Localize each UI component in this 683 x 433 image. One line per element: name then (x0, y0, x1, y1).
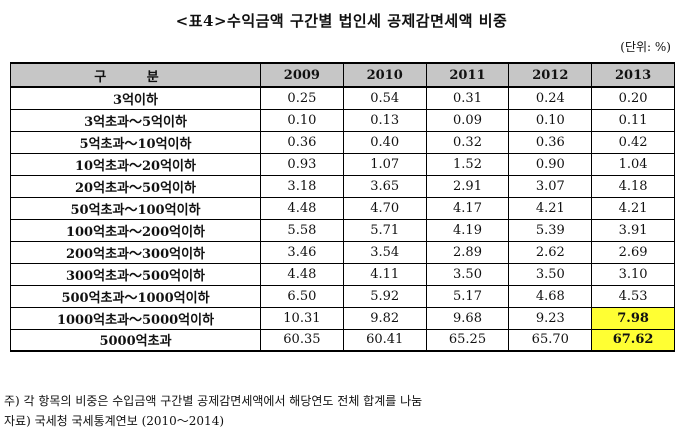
unit-label: (단위: %) (620, 40, 671, 54)
table-row: 20억초과～50억이하 3.18 3.65 2.91 3.07 4.18 (10, 174, 675, 198)
value-cell: 0.36 (508, 130, 593, 154)
value-cell: 4.19 (425, 218, 510, 242)
value-cell: 4.48 (260, 262, 344, 286)
row-label: 1000억초과～5000억이하 (10, 306, 261, 330)
value-cell: 3.50 (508, 262, 593, 286)
value-cell: 2.69 (591, 240, 675, 264)
value-cell: 2.62 (508, 240, 593, 264)
highlighted-cell: 7.98 (591, 306, 675, 330)
value-cell: 3.07 (508, 174, 593, 198)
header-year: 2009 (260, 62, 344, 88)
table-row: 200억초과～300억이하 3.46 3.54 2.89 2.62 2.69 (10, 240, 675, 264)
header-year: 2013 (591, 62, 675, 88)
header-row: 구 분 2009 2010 2011 2012 2013 (10, 62, 675, 88)
value-cell: 4.68 (508, 284, 593, 308)
value-cell: 3.50 (425, 262, 510, 286)
table-row: 300억초과～500억이하 4.48 4.11 3.50 3.50 3.10 (10, 262, 675, 286)
table-row: 50억초과～100억이하 4.48 4.70 4.17 4.21 4.21 (10, 196, 675, 220)
value-cell: 60.35 (260, 328, 344, 352)
value-cell: 0.11 (591, 108, 675, 132)
value-cell: 0.09 (425, 108, 510, 132)
header-year: 2010 (342, 62, 427, 88)
value-cell: 3.54 (342, 240, 427, 264)
value-cell: 4.53 (591, 284, 675, 308)
table-row: 1000억초과～5000억이하 10.31 9.82 9.68 9.23 7.98 (10, 306, 675, 330)
header-category: 구 분 (10, 62, 261, 88)
value-cell: 1.07 (342, 152, 427, 176)
value-cell: 0.20 (591, 86, 675, 110)
value-cell: 0.42 (591, 130, 675, 154)
value-cell: 0.40 (342, 130, 427, 154)
value-cell: 3.18 (260, 174, 344, 198)
value-cell: 5.58 (260, 218, 344, 242)
header-year: 2012 (508, 62, 593, 88)
value-cell: 9.82 (342, 306, 427, 330)
row-label: 100억초과～200억이하 (10, 218, 261, 242)
value-cell: 9.23 (508, 306, 593, 330)
table-body: 3억이하 0.25 0.54 0.31 0.24 0.20 3억초과～5억이하 0.10 0.1… (10, 86, 675, 352)
value-cell: 0.10 (508, 108, 593, 132)
value-cell: 3.91 (591, 218, 675, 242)
value-cell: 4.48 (260, 196, 344, 220)
value-cell: 0.31 (425, 86, 510, 110)
value-cell: 0.90 (508, 152, 593, 176)
value-cell: 10.31 (260, 306, 344, 330)
value-cell: 4.21 (508, 196, 593, 220)
value-cell: 9.68 (425, 306, 510, 330)
value-cell: 4.18 (591, 174, 675, 198)
value-cell: 3.65 (342, 174, 427, 198)
value-cell: 1.04 (591, 152, 675, 176)
value-cell: 0.32 (425, 130, 510, 154)
footnote: 주) 각 항목의 비중은 수입금액 구간별 공제감면세액에서 해당연도 전체 합… (4, 394, 423, 408)
value-cell: 2.89 (425, 240, 510, 264)
table-row: 5000억초과 60.35 60.41 65.25 65.70 67.62 (10, 328, 675, 352)
row-label: 5000억초과 (10, 328, 261, 352)
value-cell: 1.52 (425, 152, 510, 176)
value-cell: 4.70 (342, 196, 427, 220)
value-cell: 0.93 (260, 152, 344, 176)
row-label: 5억초과～10억이하 (10, 130, 261, 154)
value-cell: 5.92 (342, 284, 427, 308)
row-label: 300억초과～500억이하 (10, 262, 261, 286)
table-row: 5억초과～10억이하 0.36 0.40 0.32 0.36 0.42 (10, 130, 675, 154)
highlighted-cell: 67.62 (591, 328, 675, 352)
value-cell: 0.24 (508, 86, 593, 110)
value-cell: 4.11 (342, 262, 427, 286)
table-row: 3억초과～5억이하 0.10 0.13 0.09 0.10 0.11 (10, 108, 675, 132)
value-cell: 0.36 (260, 130, 344, 154)
row-label: 50억초과～100억이하 (10, 196, 261, 220)
row-label: 20억초과～50억이하 (10, 174, 261, 198)
table-row: 100억초과～200억이하 5.58 5.71 4.19 5.39 3.91 (10, 218, 675, 242)
table-row: 500억초과～1000억이하 6.50 5.92 5.17 4.68 4.53 (10, 284, 675, 308)
value-cell: 3.10 (591, 262, 675, 286)
row-label: 500억초과～1000억이하 (10, 284, 261, 308)
data-table: 구 분 2009 2010 2011 2012 2013 3억이하 0.25 0.5… (10, 62, 675, 352)
value-cell: 65.25 (425, 328, 510, 352)
row-label: 3억초과～5억이하 (10, 108, 261, 132)
value-cell: 0.10 (260, 108, 344, 132)
value-cell: 65.70 (508, 328, 593, 352)
value-cell: 2.91 (425, 174, 510, 198)
row-label: 10억초과～20억이하 (10, 152, 261, 176)
value-cell: 5.17 (425, 284, 510, 308)
value-cell: 0.13 (342, 108, 427, 132)
value-cell: 4.17 (425, 196, 510, 220)
value-cell: 6.50 (260, 284, 344, 308)
value-cell: 4.21 (591, 196, 675, 220)
value-cell: 3.46 (260, 240, 344, 264)
value-cell: 60.41 (342, 328, 427, 352)
value-cell: 0.25 (260, 86, 344, 110)
table-title: <표4>수익금액 구간별 법인세 공제감면세액 비중 (175, 12, 508, 30)
value-cell: 5.39 (508, 218, 593, 242)
value-cell: 5.71 (342, 218, 427, 242)
header-year: 2011 (425, 62, 510, 88)
row-label: 200억초과～300억이하 (10, 240, 261, 264)
row-label: 3억이하 (10, 86, 261, 110)
source-note: 자료) 국세청 국세통계연보 (2010～2014) (4, 414, 225, 428)
table-row: 10억초과～20억이하 0.93 1.07 1.52 0.90 1.04 (10, 152, 675, 176)
table-row: 3억이하 0.25 0.54 0.31 0.24 0.20 (10, 86, 675, 110)
value-cell: 0.54 (342, 86, 427, 110)
